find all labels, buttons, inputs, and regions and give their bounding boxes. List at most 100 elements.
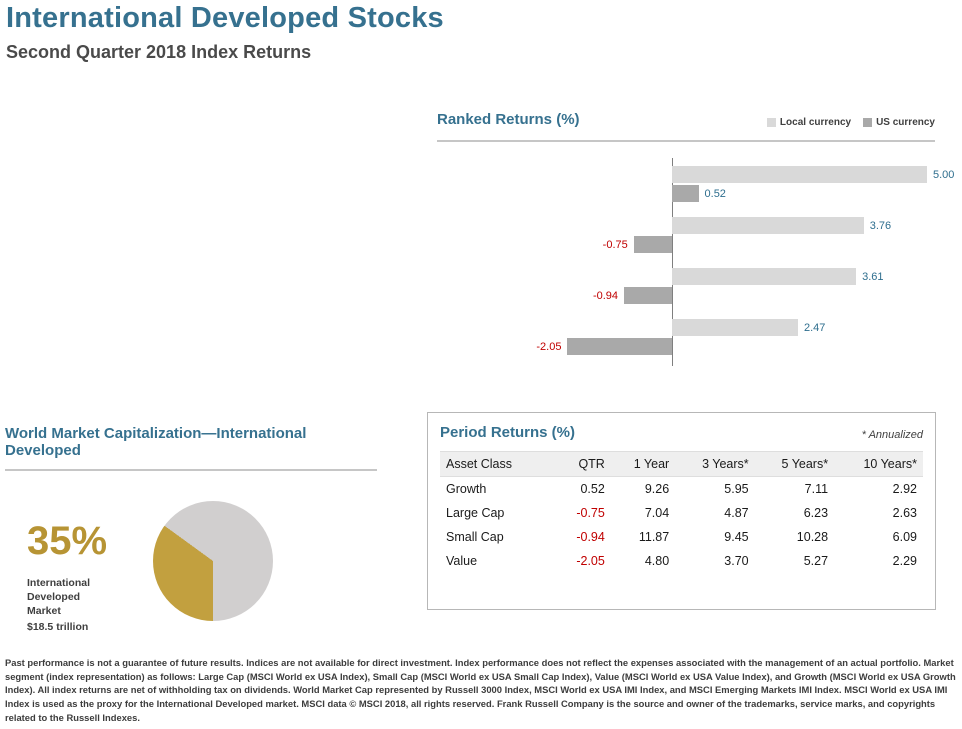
ranked-returns-header: Ranked Returns (%) Local currency US curr… <box>437 111 935 128</box>
page-title: International Developed Stocks <box>6 2 444 34</box>
disclosure-text: Past performance is not a guarantee of f… <box>5 657 956 723</box>
value-cell: 7.11 <box>804 482 829 496</box>
wmc-heading-rule <box>5 469 377 471</box>
bar-value-label: -0.75 <box>602 238 628 251</box>
chart-legend: Local currency US currency <box>766 117 935 128</box>
table-row-value: Value -2.05 4.80 3.70 5.27 2.29 <box>440 549 923 573</box>
market-cap-text-column: 35% International Developed Market $18.5 t… <box>27 501 119 633</box>
value-cell: 2.29 <box>892 554 917 568</box>
value-cell: 5.95 <box>724 482 749 496</box>
value-cell: 11.87 <box>638 530 670 544</box>
legend-item-local-currency: Local currency <box>766 117 852 128</box>
period-returns-header: Period Returns (%) * Annualized <box>440 424 923 441</box>
column-header-1-year: 1 Year <box>610 451 676 477</box>
column-header-5-years: 5 Years* <box>754 451 835 477</box>
bar-row: -0.75 <box>437 236 935 253</box>
value-cell: 2.63 <box>892 506 917 520</box>
value-cell: 4.80 <box>644 554 670 568</box>
value-cell: -0.75 <box>576 506 605 520</box>
ranked-returns-heading: Ranked Returns (%) <box>437 111 580 128</box>
footer: Past performance is not a guarantee of f… <box>5 656 957 724</box>
bar-value-label: -0.94 <box>592 289 619 302</box>
ranked-returns-chart: 5.00 0.52 3.76 -0.75 3.61 -0.94 2.47 -2.05 <box>437 158 954 366</box>
bar-value-label: 0.52 <box>704 187 726 200</box>
value-cell: 10.28 <box>796 530 829 544</box>
bar-row: 0.52 <box>437 185 935 202</box>
bar-local-currency <box>672 268 857 285</box>
table-row-small-cap: Small Cap -0.94 11.87 9.45 10.28 6.09 <box>440 525 923 549</box>
value-cell: 7.04 <box>644 506 670 520</box>
value-cell: 6.09 <box>892 530 917 544</box>
value-cell: 6.23 <box>803 506 829 520</box>
bar-local-currency <box>672 166 927 183</box>
ranked-heading-rule <box>437 140 935 142</box>
value-cell: 5.27 <box>803 554 829 568</box>
legend-swatch-icon <box>863 118 873 127</box>
value-cell: 9.45 <box>724 530 749 544</box>
column-header-3-years: 3 Years* <box>675 451 755 477</box>
bar-us-currency <box>633 236 672 253</box>
period-returns-table: Asset Class QTR 1 Year 3 Years* 5 Years* 10 Y… <box>440 451 923 573</box>
bar-group-large-cap: 3.76 -0.75 <box>437 217 935 253</box>
market-cap-label-line: International <box>27 577 91 589</box>
period-returns-heading: Period Returns (%) <box>440 424 576 441</box>
world-market-cap-heading: World Market Capitalization—Internationa… <box>5 425 307 459</box>
asset-class-cell: Growth <box>446 482 487 496</box>
market-cap-pie-chart <box>153 501 273 621</box>
bar-row: 2.47 <box>437 319 935 336</box>
legend-swatch-icon <box>766 118 776 127</box>
table-header: Asset Class QTR 1 Year 3 Years* 5 Years* 10 Y… <box>440 451 923 477</box>
bar-value-label: 2.47 <box>803 321 826 334</box>
world-market-cap-body: 35% International Developed Market $18.5 t… <box>5 501 377 633</box>
bar-group-small-cap: 3.61 -0.94 <box>437 268 935 304</box>
chart-axis-line <box>672 158 673 366</box>
bar-us-currency <box>567 338 672 355</box>
legend-label: Local currency <box>779 117 852 128</box>
bar-local-currency <box>672 319 798 336</box>
value-cell: 4.87 <box>724 506 749 520</box>
world-market-cap-section: World Market Capitalization—Internationa… <box>5 425 377 633</box>
value-cell: -2.05 <box>576 554 605 568</box>
bar-value-label: -2.05 <box>536 340 562 353</box>
market-cap-label: International Developed Market <box>27 576 119 619</box>
asset-class-cell: Large Cap <box>446 506 505 520</box>
asset-class-cell: Value <box>446 554 478 568</box>
market-cap-label-line: Developed <box>27 591 81 604</box>
bar-group-growth: 5.00 0.52 <box>437 166 954 202</box>
table-body: Growth 0.52 9.26 5.95 7.11 2.92 Large Cap -0.75… <box>440 477 923 574</box>
bar-value-label: 3.61 <box>862 270 884 283</box>
legend-item-us-currency: US currency <box>863 117 935 128</box>
column-header-qtr: QTR <box>555 451 611 477</box>
bar-row: 3.61 <box>437 268 935 285</box>
bar-row: -0.94 <box>437 287 935 304</box>
table-row-growth: Growth 0.52 9.26 5.95 7.11 2.92 <box>440 477 923 502</box>
bar-value-label: 5.00 <box>933 168 955 181</box>
table-header-row: Asset Class QTR 1 Year 3 Years* 5 Years* 10 Y… <box>440 451 923 477</box>
bar-row: -2.05 <box>437 338 935 355</box>
asset-class-cell: Small Cap <box>446 530 504 544</box>
value-cell: 3.70 <box>724 554 749 568</box>
bar-group-value: 2.47 -2.05 <box>437 319 935 355</box>
table-row-large-cap: Large Cap -0.75 7.04 4.87 6.23 2.63 <box>440 501 923 525</box>
page-subtitle: Second Quarter 2018 Index Returns <box>6 42 312 62</box>
bar-value-label: 3.76 <box>869 219 892 232</box>
bar-us-currency <box>624 287 672 304</box>
column-header-asset-class: Asset Class <box>440 451 556 477</box>
market-cap-percent: 35% <box>27 519 108 563</box>
column-header-10-years: 10 Years* <box>834 451 923 477</box>
annualized-note: * Annualized <box>861 429 923 441</box>
market-cap-label-line: Market <box>27 605 61 618</box>
bar-row: 3.76 <box>437 217 935 234</box>
value-cell: 2.92 <box>892 482 917 496</box>
value-cell: -0.94 <box>576 530 605 544</box>
market-cap-value: $18.5 trillion <box>27 620 89 633</box>
header: International Developed Stocks Second Qu… <box>6 2 444 63</box>
period-returns-section: Period Returns (%) * Annualized Asset Cl… <box>427 412 936 610</box>
value-cell: 0.52 <box>580 482 605 496</box>
bar-row: 5.00 <box>437 166 954 183</box>
bar-us-currency <box>672 185 699 202</box>
value-cell: 9.26 <box>644 482 670 496</box>
bar-local-currency <box>672 217 864 234</box>
legend-label: US currency <box>876 117 935 128</box>
